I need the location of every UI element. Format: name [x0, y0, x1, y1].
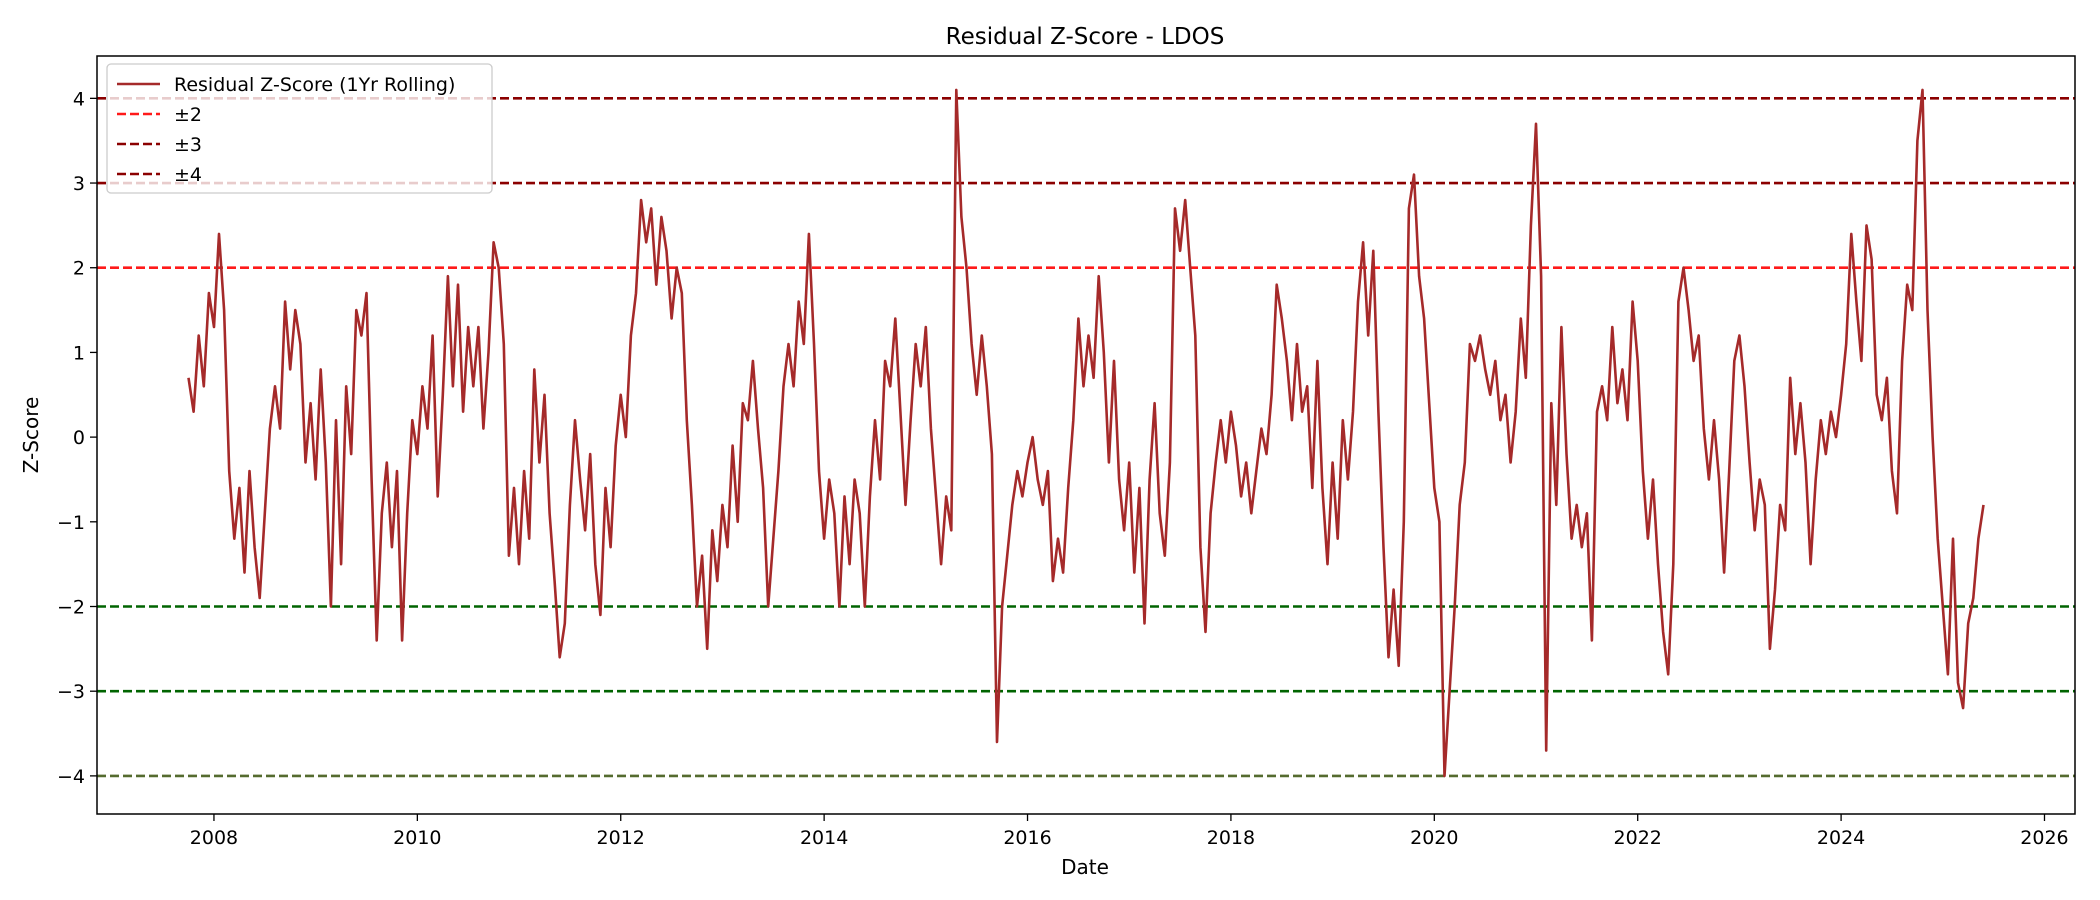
legend-label-4: ±4	[174, 164, 202, 186]
y-tick-label: −2	[57, 597, 85, 619]
legend-box	[106, 63, 493, 194]
y-tick-label: 2	[73, 258, 85, 280]
y-tick-label: 1	[73, 342, 85, 364]
x-axis: 2008 2010 2012 2014 2016 2018 2020 2022 2024 2026	[190, 814, 2069, 849]
x-tick-label: 2012	[597, 827, 645, 849]
series-line	[187, 88, 1985, 778]
y-tick-label: 3	[73, 173, 85, 195]
x-tick-label: 2024	[1817, 827, 1865, 849]
x-tick-label: 2014	[800, 827, 848, 849]
x-tick-label: 2016	[1003, 827, 1051, 849]
legend-label-series: Residual Z-Score (1Yr Rolling)	[174, 74, 455, 96]
x-axis-label: Date	[1061, 855, 1109, 879]
chart-title: Residual Z-Score - LDOS	[946, 24, 1225, 50]
legend: Residual Z-Score (1Yr Rolling) ±2 ±3 ±4	[106, 63, 493, 194]
y-tick-label: 4	[73, 88, 85, 110]
x-tick-label: 2020	[1410, 827, 1458, 849]
x-tick-label: 2010	[393, 827, 441, 849]
plot-frame	[96, 55, 2076, 815]
y-tick-label: 0	[73, 427, 85, 449]
x-tick-label: 2008	[190, 827, 238, 849]
y-tick-label: −1	[57, 512, 85, 534]
legend-label-2: ±2	[174, 104, 202, 126]
x-tick-label: 2018	[1207, 827, 1255, 849]
legend-label-3: ±3	[174, 134, 202, 156]
x-tick-label: 2026	[2020, 827, 2068, 849]
y-tick-label: −3	[57, 681, 85, 703]
y-axis-label: Z-Score	[19, 397, 43, 474]
x-tick-label: 2022	[1614, 827, 1662, 849]
y-tick-label: −4	[57, 766, 85, 788]
y-axis: −4 −3 −2 −1 0 1 2 3 4	[57, 88, 97, 788]
